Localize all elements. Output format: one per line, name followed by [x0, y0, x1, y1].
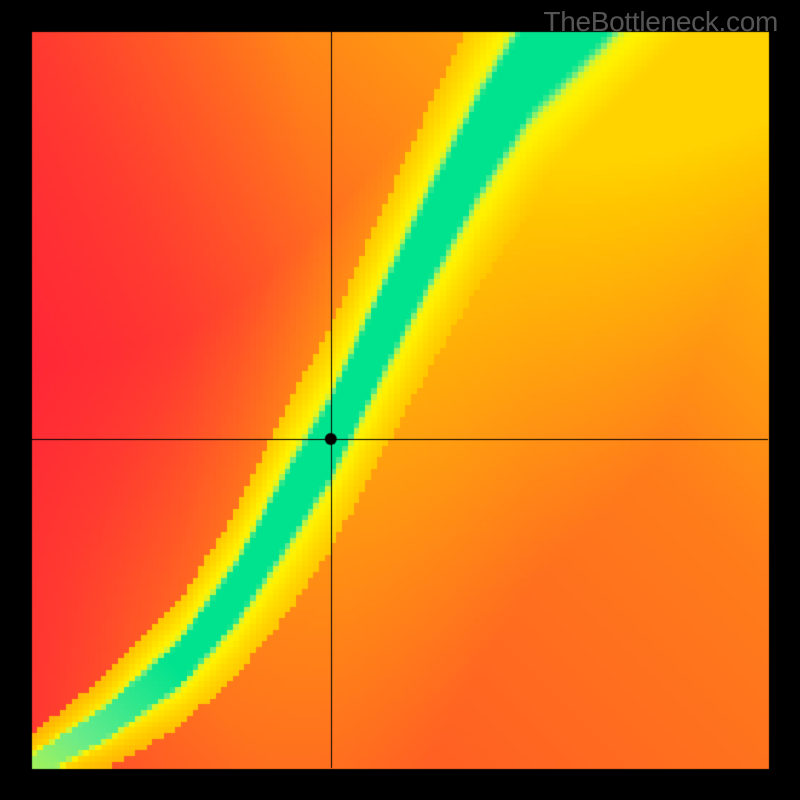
watermark-text: TheBottleneck.com [543, 6, 778, 38]
bottleneck-heatmap [0, 0, 800, 800]
